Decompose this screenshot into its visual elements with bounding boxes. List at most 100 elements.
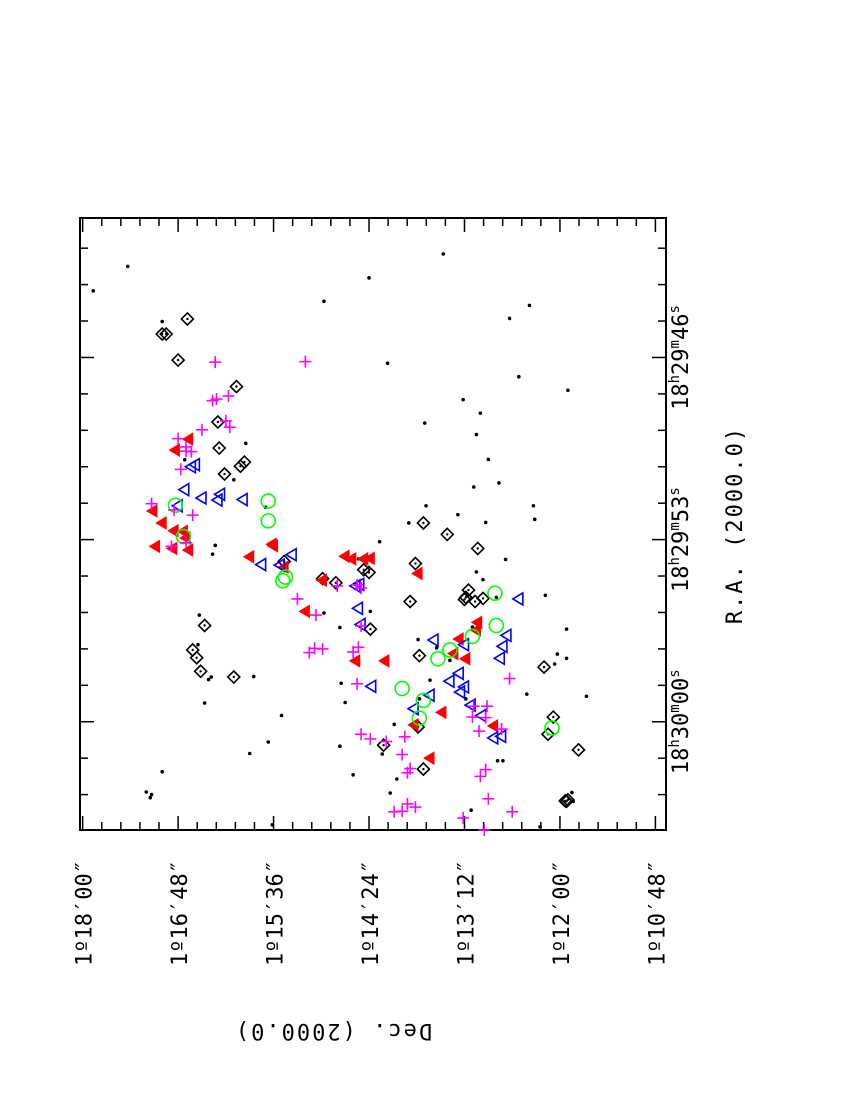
data-point-dot <box>406 521 411 525</box>
data-point-diamond <box>402 594 418 609</box>
data-point-dot <box>322 299 326 304</box>
ra-tick-label: 18h29m46s <box>667 305 694 410</box>
diamond-center <box>216 420 220 424</box>
data-point-dot <box>555 652 560 656</box>
data-point-plus <box>355 620 368 632</box>
data-point-diamond <box>416 761 431 777</box>
data-point-plus <box>352 641 365 654</box>
diamond-center <box>369 627 372 631</box>
diamond-center <box>422 521 425 525</box>
data-point-open-circle <box>277 569 294 585</box>
data-point-open-circle <box>275 572 291 589</box>
ra-tick-label-part: 53 <box>669 496 694 523</box>
diamond-outline <box>328 575 344 590</box>
diamond-center <box>463 598 466 601</box>
diamond-center <box>218 446 221 450</box>
data-point-dot <box>483 520 488 525</box>
data-point-plus <box>467 700 480 713</box>
diamond-outline <box>212 440 227 456</box>
data-point-dot <box>367 276 371 280</box>
ra-tick-label-part: s <box>667 305 683 313</box>
data-point-dot <box>441 252 446 256</box>
data-point-plus <box>474 770 487 783</box>
data-point-plus <box>401 766 414 779</box>
data-point-open-triangle <box>486 730 499 746</box>
ra-tick-label-part: 00 <box>669 678 694 705</box>
data-point-diamond <box>440 527 455 542</box>
data-point-dot <box>385 361 390 365</box>
data-point-dot <box>486 457 491 462</box>
data-point-dot <box>497 481 501 485</box>
data-point-dot <box>507 316 512 321</box>
data-point-filled-triangle <box>470 615 483 630</box>
axis-ticks <box>80 218 666 830</box>
dec-tick-label: 1º14′24″ <box>359 860 384 966</box>
data-point-filled-triangle <box>148 539 161 554</box>
data-point-dot <box>377 539 382 544</box>
ra-tick-label-part: m <box>667 340 683 348</box>
data-point-plus <box>503 672 516 685</box>
data-point-open-triangle <box>284 547 297 563</box>
diamond-center <box>186 317 189 321</box>
data-point-dot <box>343 700 347 705</box>
ra-tick-label-part: 29 <box>669 348 694 375</box>
diamond-outline <box>159 326 174 342</box>
diamond-outline <box>402 594 418 609</box>
data-point-plus <box>331 579 344 592</box>
data-point-dot <box>471 485 476 489</box>
data-point-dot <box>338 744 342 749</box>
ra-tick-label-part: 18 <box>669 566 694 593</box>
diamond-outline <box>571 742 586 757</box>
diamond-outline <box>237 454 252 470</box>
data-point-dot <box>481 577 485 582</box>
data-point-open-triangle <box>272 557 285 573</box>
data-point-diamond <box>197 618 212 633</box>
data-point-open-triangle <box>495 638 508 654</box>
diamond-center <box>566 798 570 802</box>
data-point-filled-triangle <box>338 549 350 564</box>
plot-frame <box>79 217 667 831</box>
diamond-outline <box>363 621 378 637</box>
diamond-center <box>476 547 479 550</box>
ra-tick-label-part: s <box>667 669 683 677</box>
data-point-dot <box>338 625 342 630</box>
ra-tick-label-part: h <box>667 557 683 565</box>
data-point-dot <box>209 675 214 679</box>
data-point-plus <box>380 735 393 748</box>
data-point-dot <box>380 752 385 756</box>
data-point-diamond <box>560 792 576 807</box>
data-point-filled-triangle <box>315 573 328 588</box>
data-point-diamond <box>361 565 377 580</box>
data-point-dot <box>428 678 432 682</box>
data-point-plus <box>398 730 411 743</box>
data-point-dot <box>517 374 521 379</box>
data-point-diamond <box>217 466 232 482</box>
data-point-filled-triangle <box>348 653 361 668</box>
data-point-dot <box>206 677 211 682</box>
data-point-dot <box>527 303 532 308</box>
data-point-dot <box>494 595 499 600</box>
data-point-open-triangle <box>210 492 223 508</box>
data-point-plus <box>195 423 208 436</box>
data-point-filled-triangle <box>181 543 194 557</box>
ra-tick-label-part: 18 <box>669 383 694 410</box>
data-point-open-triangle <box>177 482 190 498</box>
data-point-plus <box>409 801 422 814</box>
data-point-filled-triangle <box>181 432 194 447</box>
diamond-outline <box>155 326 170 342</box>
data-point-dot <box>339 681 343 686</box>
data-point-dot <box>388 791 393 795</box>
data-point-dot <box>456 512 460 517</box>
data-point-diamond <box>536 659 552 675</box>
diamond-outline <box>457 592 472 607</box>
data-point-filled-triangle <box>458 651 471 666</box>
data-point-open-circle <box>260 493 277 509</box>
data-point-dot <box>148 795 153 800</box>
data-point-dot <box>564 656 569 661</box>
data-point-diamond <box>210 414 226 430</box>
data-point-plus <box>478 824 491 836</box>
diamond-outline <box>416 515 431 531</box>
data-point-plus <box>174 463 187 476</box>
data-point-dot <box>196 642 200 647</box>
diamond-outline <box>540 727 556 742</box>
